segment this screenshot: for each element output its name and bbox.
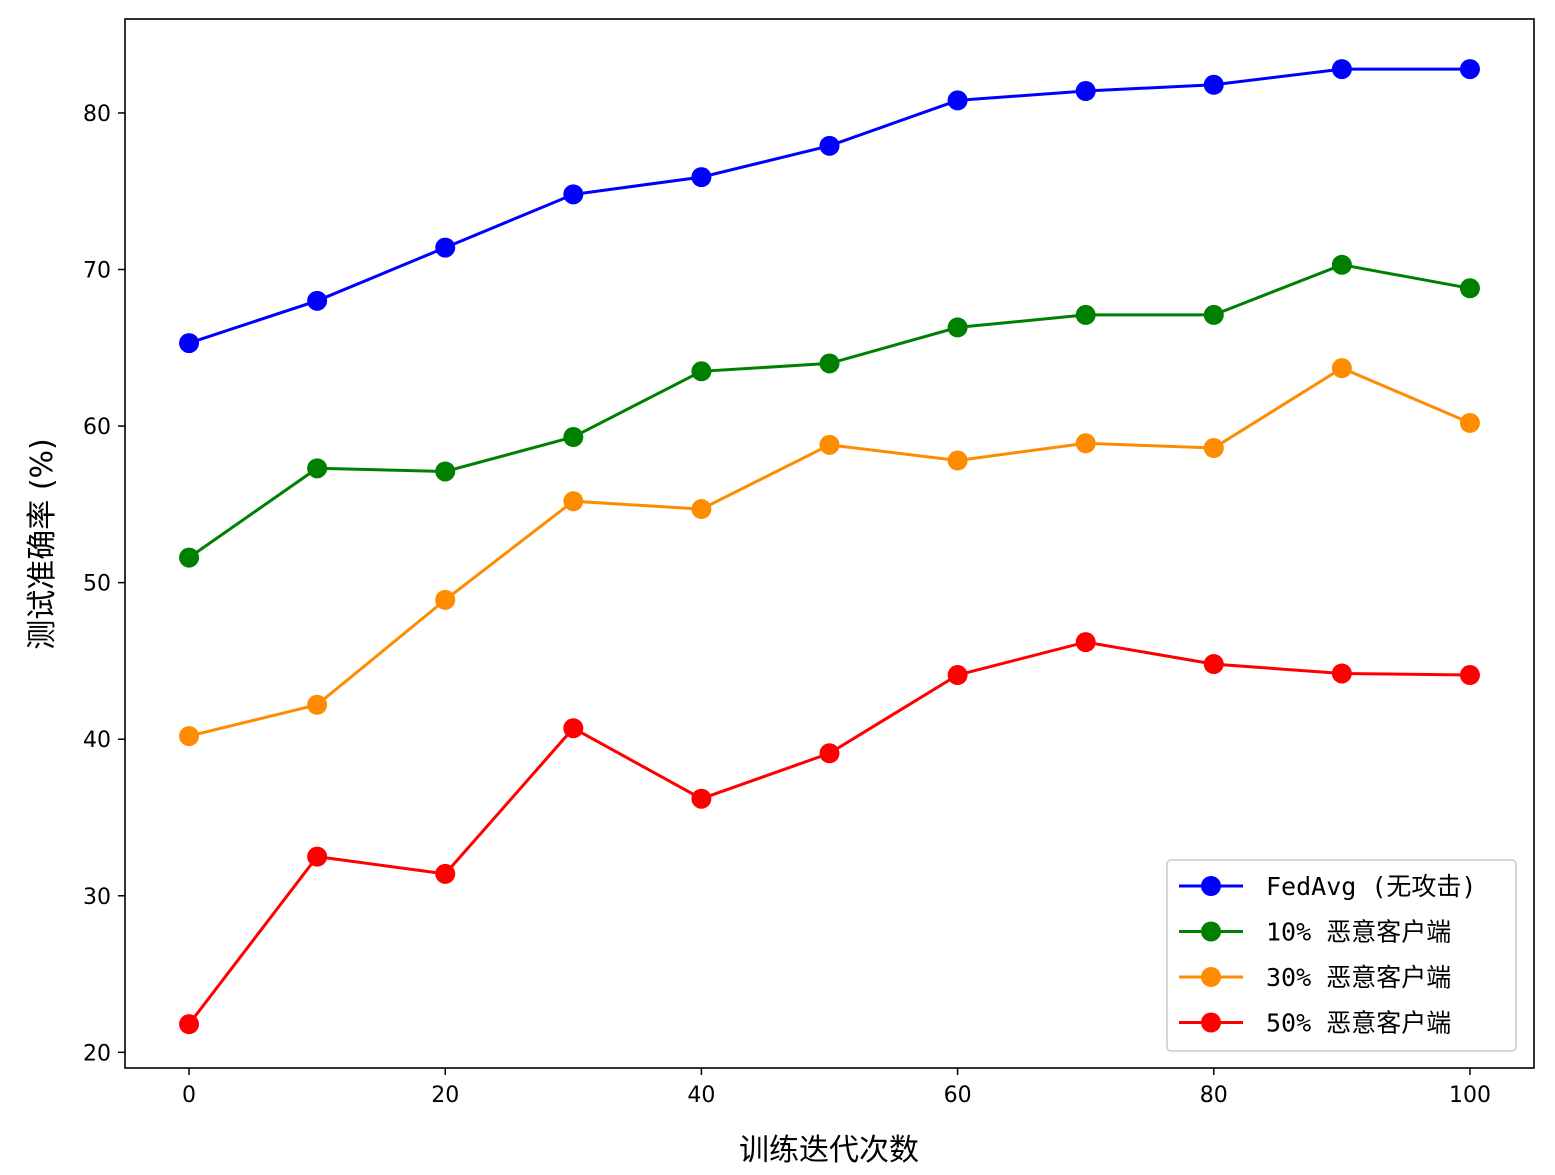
data-point (307, 290, 328, 311)
data-point (1331, 254, 1352, 275)
y-tick-label: 30 (83, 885, 111, 910)
data-point (179, 726, 200, 747)
data-point (1075, 433, 1096, 454)
y-tick-label: 20 (83, 1041, 111, 1066)
data-point (819, 434, 840, 455)
data-point (563, 184, 584, 205)
legend-marker (1201, 967, 1221, 987)
data-point (1203, 74, 1224, 95)
data-point (1459, 665, 1480, 686)
data-point (179, 333, 200, 354)
data-point (819, 743, 840, 764)
data-point (563, 491, 584, 512)
data-point (947, 450, 968, 471)
x-tick-label: 60 (944, 1083, 972, 1108)
series-layer (179, 59, 1480, 1035)
legend-entry-2: 10% 恶意客户端 (1179, 918, 1451, 947)
legend: FedAvg (无攻击) 10% 恶意客户端 30% 恶意客户端 50% 恶意客户端 (1166, 859, 1517, 1052)
data-point (307, 458, 328, 479)
data-point (179, 547, 200, 568)
x-axis: 0 20 40 60 80 100 (182, 1068, 1491, 1108)
data-point (435, 863, 456, 884)
data-point (947, 90, 968, 111)
legend-entry-4: 50% 恶意客户端 (1179, 1009, 1451, 1038)
legend-label: 30% 恶意客户端 (1266, 963, 1451, 992)
data-point (1075, 304, 1096, 325)
data-point (307, 694, 328, 715)
data-point (1075, 81, 1096, 102)
legend-entry-3: 30% 恶意客户端 (1179, 963, 1451, 992)
legend-box (1166, 859, 1517, 1052)
series-4 (179, 632, 1480, 1035)
x-tick-label: 80 (1200, 1083, 1228, 1108)
legend-entry-1: FedAvg (无攻击) (1179, 872, 1476, 901)
data-point (691, 361, 712, 382)
y-tick-label: 50 (83, 572, 111, 597)
data-point (563, 718, 584, 739)
data-point (1459, 59, 1480, 80)
data-point (1075, 632, 1096, 653)
legend-marker (1201, 921, 1221, 942)
data-point (435, 237, 456, 258)
y-axis: 20 30 40 50 60 70 80 (83, 102, 125, 1066)
x-tick-label: 40 (687, 1083, 715, 1108)
x-axis-title: 训练迭代次数 (739, 1133, 919, 1168)
data-point (1459, 412, 1480, 433)
series-3 (179, 358, 1480, 747)
y-axis-title: 测试准确率 (%) (25, 438, 60, 649)
data-point (947, 317, 968, 338)
legend-marker (1201, 876, 1221, 896)
data-point (1203, 437, 1224, 458)
data-point (1459, 278, 1480, 299)
legend-label: 10% 恶意客户端 (1266, 918, 1451, 947)
y-tick-label: 60 (83, 415, 111, 440)
data-point (435, 461, 456, 482)
data-point (179, 1014, 200, 1035)
x-tick-label: 100 (1449, 1083, 1491, 1108)
series-2 (179, 254, 1480, 568)
data-point (307, 846, 328, 867)
data-point (563, 427, 584, 448)
legend-marker (1201, 1012, 1221, 1033)
y-tick-label: 70 (83, 259, 111, 284)
data-point (1203, 304, 1224, 325)
data-point (691, 788, 712, 809)
data-point (691, 499, 712, 520)
y-tick-label: 40 (83, 728, 111, 753)
data-point (819, 353, 840, 374)
y-tick-label: 80 (83, 102, 111, 127)
data-point (947, 665, 968, 686)
series-1 (179, 59, 1480, 354)
data-point (1331, 663, 1352, 684)
legend-label: FedAvg (无攻击) (1266, 872, 1476, 901)
legend-label: 50% 恶意客户端 (1266, 1009, 1451, 1038)
data-point (1331, 59, 1352, 80)
data-point (819, 135, 840, 156)
data-point (691, 167, 712, 188)
x-tick-label: 0 (182, 1083, 196, 1108)
plot-frame (124, 18, 1535, 1069)
data-point (1203, 654, 1224, 675)
data-point (1331, 358, 1352, 379)
x-tick-label: 20 (431, 1083, 459, 1108)
data-point (435, 589, 456, 610)
